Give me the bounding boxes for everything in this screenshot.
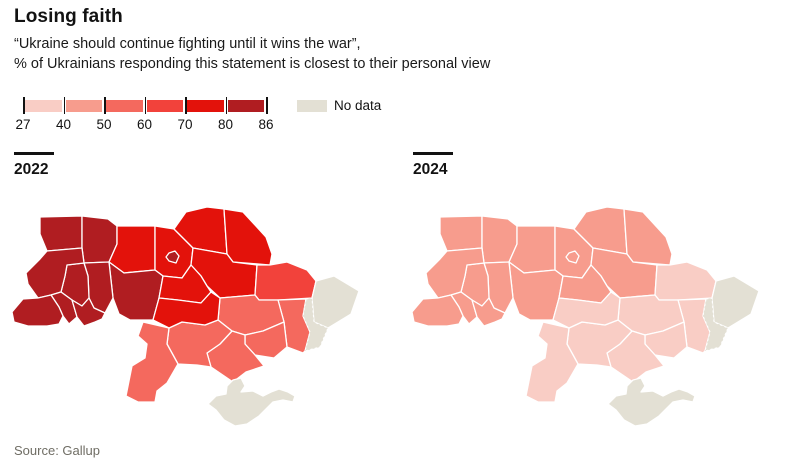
legend-tick-label: 60 [136,117,153,132]
chart-title: Losing faith [14,6,123,27]
region-volyn-2022 [39,215,83,252]
region-odesa-2022 [125,321,179,403]
region-kyiv-city-2024 [565,250,580,264]
legend-bin-swatch [227,100,264,112]
legend-tick-mark [266,97,268,114]
region-kyiv-city-2022 [165,250,180,264]
region-luhansk-2024 [711,275,759,329]
region-kirovohrad-2022 [152,291,221,329]
chart-subtitle: “Ukraine should continue fighting until … [14,34,490,74]
legend-tick-label: 40 [55,117,72,132]
subtitle-line-1: “Ukraine should continue fighting until … [14,36,361,52]
region-volyn-2024 [439,215,483,252]
region-chernivtsi-2024 [471,297,506,327]
legend-tick-mark [63,97,65,114]
subtitle-line-2: % of Ukrainians responding this statemen… [14,56,491,72]
legend-tick-label: 80 [217,117,234,132]
region-crimea-2024 [607,377,696,427]
region-sumy-2024 [623,208,673,266]
legend-tick-mark [225,97,227,114]
year-label-2024: 2024 [413,152,493,179]
region-zakarpattia-2022 [11,294,64,327]
region-chernivtsi-2022 [71,297,106,327]
ukraine-choropleth-map-2024 [411,206,759,427]
legend-tick-mark [185,97,187,114]
legend-tick-label: 70 [177,117,193,132]
region-odesa-2024 [525,321,579,403]
legend-tick-label: 27 [15,117,31,132]
legend-bin-swatch [25,100,62,112]
region-kharkiv-2022 [254,261,317,301]
region-sumy-2022 [223,208,273,266]
region-donetsk-east-2022 [302,297,329,352]
region-kirovohrad-2024 [552,291,621,329]
region-kharkiv-2024 [654,261,717,301]
color-scale-legend: 27 40 50 60 70 80 86 [15,97,283,137]
legend-bin-swatch [187,100,224,112]
legend-bin-swatch [146,100,183,112]
legend-tick-label: 50 [96,117,112,132]
region-crimea-2022 [207,377,296,427]
ukraine-choropleth-map-2022 [11,206,359,427]
no-data-label: No data [334,98,382,113]
region-donetsk-east-2024 [702,297,729,352]
source-note: Source: Gallup [14,443,100,458]
legend-tick-label: 86 [258,117,274,132]
legend-bin-swatch [106,100,143,112]
legend-bin-swatch [65,100,102,112]
legend-tick-mark [144,97,146,114]
no-data-swatch [297,100,327,112]
region-luhansk-2022 [311,275,359,329]
legend-tick-mark [23,97,25,114]
year-rule-2024 [413,152,453,155]
legend-tick-mark [104,97,106,114]
region-zakarpattia-2024 [411,294,464,327]
year-label-2022: 2022 [14,152,94,179]
year-rule-2022 [14,152,54,155]
